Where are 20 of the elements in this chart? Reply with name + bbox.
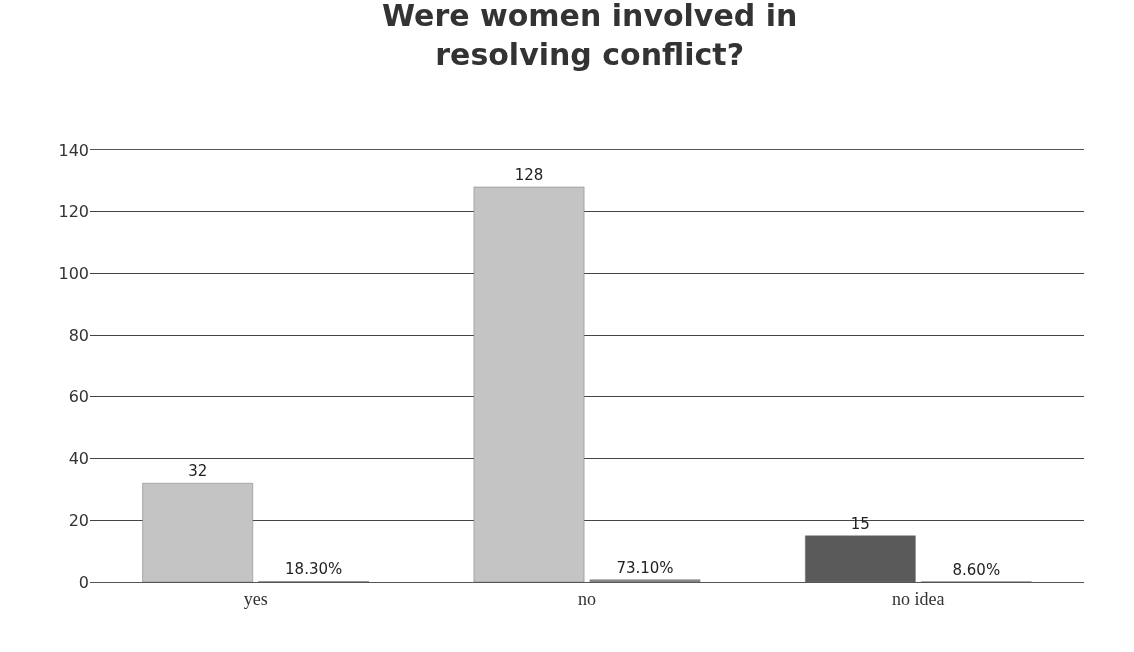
y-tick-label: 120 [58,202,89,222]
y-tick-label: 0 [78,572,89,592]
data-label: 73.10% [616,558,674,577]
bar [473,186,585,582]
bar [589,579,701,582]
y-tick-label: 40 [68,449,89,469]
x-tick-label: no [578,588,596,609]
bar [142,483,254,582]
y-tick-label: 100 [58,264,89,284]
y-tick-label: 80 [68,325,89,345]
data-label: 32 [188,462,208,481]
data-label: 8.60% [952,560,1001,579]
x-tick-label: no idea [892,588,945,609]
x-tick-label: yes [243,588,268,609]
chart-title: Were women involved in resolving conflict? [382,0,798,73]
data-label: 18.30% [285,560,343,579]
y-tick-label: 140 [58,140,89,160]
y-tick-label: 20 [68,510,89,530]
data-label: 128 [514,166,544,185]
y-tick-label: 60 [68,387,89,407]
